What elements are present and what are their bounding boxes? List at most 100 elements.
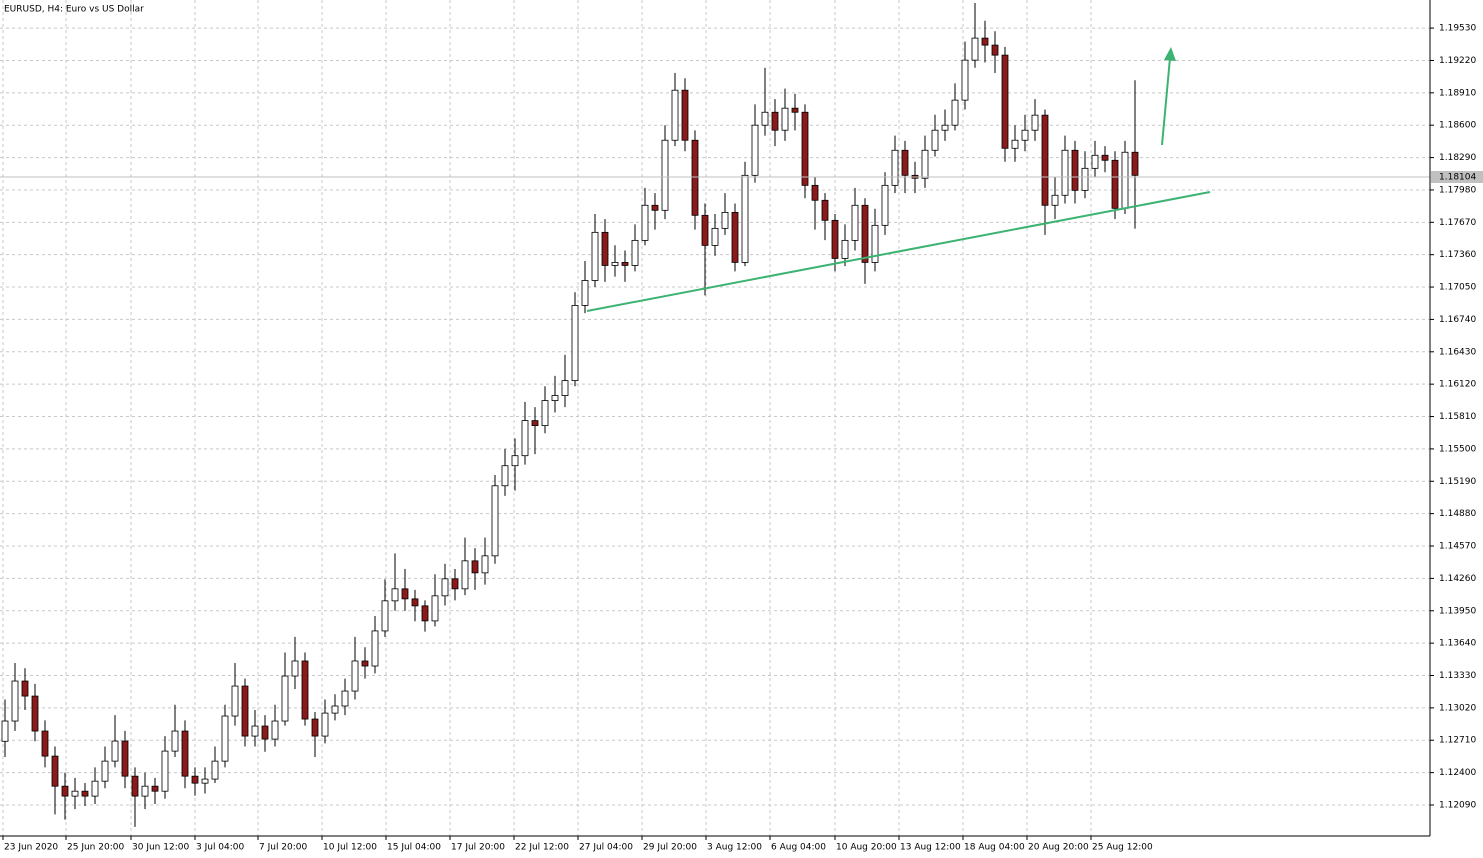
x-tick-label: 25 Jun 20:00 <box>67 843 124 853</box>
candle-body <box>491 485 499 557</box>
candle-body <box>831 219 839 259</box>
y-tick-label: 1.17360 <box>1439 250 1476 260</box>
candle-body <box>521 420 529 457</box>
candle-body <box>771 111 779 131</box>
candle-body <box>991 44 999 56</box>
candle-body <box>1041 114 1049 206</box>
chart-title: EURUSD, H4: Euro vs US Dollar <box>4 5 144 15</box>
candle-body <box>551 395 559 401</box>
candle-body <box>281 675 289 722</box>
candle-body <box>171 730 179 752</box>
candle-body <box>961 59 969 101</box>
axes: 1.12090 1.12400 1.12710 1.13020 1.13330 1.136… <box>2 24 1483 853</box>
candle-body <box>571 305 579 382</box>
candle-body <box>331 705 339 714</box>
candle-body <box>451 578 459 590</box>
candle-body <box>51 755 59 787</box>
candle-body <box>561 380 569 396</box>
candle-body <box>731 211 739 263</box>
candle-body <box>421 605 429 622</box>
candle-body <box>271 720 279 740</box>
x-tick-label: 7 Jul 20:00 <box>259 843 308 853</box>
candle-body <box>761 111 769 126</box>
candle-body <box>1091 154 1099 169</box>
candle-body <box>471 560 479 574</box>
x-tick-label: 15 Jul 04:00 <box>387 843 441 853</box>
y-tick-label: 1.13020 <box>1439 703 1476 713</box>
candle-body <box>511 455 519 467</box>
x-tick-label: 10 Aug 20:00 <box>836 843 897 853</box>
candle-body <box>1121 151 1129 209</box>
candle-body <box>691 139 699 216</box>
x-tick-label: 3 Jul 04:00 <box>196 843 245 853</box>
candle-body <box>381 600 389 632</box>
candle-body <box>371 630 379 667</box>
candle-body <box>591 231 599 281</box>
y-tick-label: 1.15190 <box>1439 477 1476 487</box>
candle-body <box>751 124 759 176</box>
trend-line <box>586 191 1211 312</box>
candle-body <box>151 785 159 792</box>
candle-body <box>981 37 989 46</box>
candle-body <box>191 775 199 784</box>
candle-body <box>871 224 879 263</box>
x-tick-label: 10 Jul 12:00 <box>323 843 377 853</box>
y-tick-label: 1.12400 <box>1439 768 1476 778</box>
current-price-label: 1.18104 <box>1439 172 1476 182</box>
y-tick-label: 1.14880 <box>1439 509 1476 519</box>
x-tick-label: 29 Jul 20:00 <box>643 843 697 853</box>
candle-body <box>781 107 789 131</box>
candle-body <box>231 685 239 717</box>
candle-body <box>531 420 539 427</box>
candle-body <box>361 660 369 667</box>
y-tick-label: 1.15500 <box>1439 444 1476 454</box>
candle-body <box>401 588 409 600</box>
candle-body <box>791 107 799 113</box>
candle-body <box>41 730 49 757</box>
candle-body <box>1061 149 1069 196</box>
candle-body <box>851 204 859 241</box>
candle-body <box>11 680 19 722</box>
y-tick-label: 1.12710 <box>1439 736 1476 746</box>
candle-body <box>21 680 29 697</box>
y-tick-label: 1.18910 <box>1439 88 1476 98</box>
y-tick-label: 1.14260 <box>1439 574 1476 584</box>
arrow-shaft <box>1161 57 1171 146</box>
y-tick-label: 1.18600 <box>1439 121 1476 131</box>
candle-body <box>901 149 909 176</box>
y-tick-label: 1.17980 <box>1439 185 1476 195</box>
y-tick-label: 1.13950 <box>1439 606 1476 616</box>
candle-body <box>951 99 959 126</box>
candle-body <box>931 129 939 151</box>
y-tick-label: 1.13640 <box>1439 639 1476 649</box>
candle-body <box>601 231 609 266</box>
y-tick-label: 1.18290 <box>1439 153 1476 163</box>
candle-body <box>141 785 149 797</box>
y-tick-label: 1.14570 <box>1439 542 1476 552</box>
y-tick-label: 1.13330 <box>1439 671 1476 681</box>
candle-body <box>1051 194 1059 206</box>
candle-body <box>1071 149 1079 191</box>
candle-body <box>891 149 899 186</box>
grid <box>0 0 1430 836</box>
candle-body <box>641 204 649 241</box>
candle-body <box>201 778 209 784</box>
candle-body <box>341 690 349 707</box>
candle-body <box>461 560 469 590</box>
candle-body <box>301 660 309 720</box>
x-tick-label: 30 Jun 12:00 <box>132 843 189 853</box>
candle-body <box>391 588 399 602</box>
candle-body <box>921 149 929 179</box>
x-tick-label: 18 Aug 04:00 <box>964 843 1025 853</box>
candle-body <box>721 211 729 229</box>
x-tick-label: 22 Jul 12:00 <box>515 843 569 853</box>
candle-body <box>681 89 689 141</box>
x-tick-label: 17 Jul 20:00 <box>451 843 505 853</box>
candle-body <box>881 184 889 226</box>
candle-body <box>701 214 709 246</box>
candle-body <box>811 184 819 201</box>
candle-body <box>971 37 979 61</box>
candle-body <box>131 775 139 797</box>
candle-body <box>741 174 749 263</box>
candle-body <box>71 790 79 797</box>
